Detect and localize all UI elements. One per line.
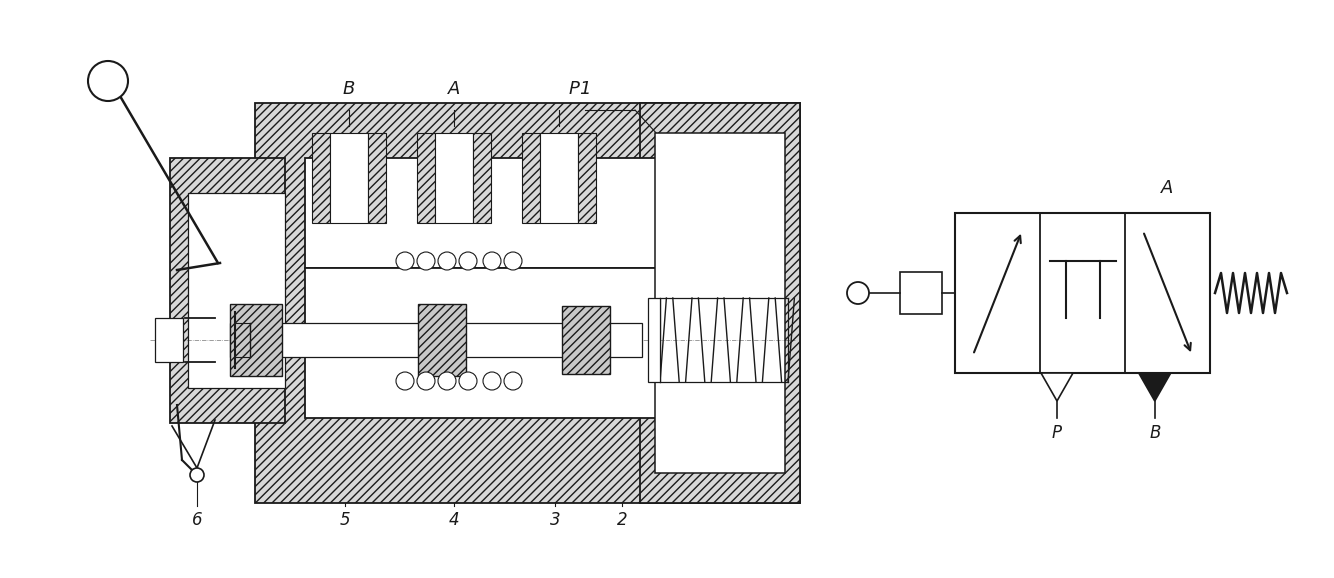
Bar xyxy=(368,133,386,223)
Bar xyxy=(229,323,642,357)
Bar xyxy=(312,133,329,223)
Circle shape xyxy=(418,252,435,270)
Bar xyxy=(522,133,540,223)
Bar xyxy=(562,306,610,374)
Bar xyxy=(900,272,942,314)
Text: A: A xyxy=(448,80,460,98)
Text: P: P xyxy=(1053,424,1062,442)
Text: A: A xyxy=(1162,179,1174,197)
Circle shape xyxy=(396,252,414,270)
Bar xyxy=(155,318,183,362)
Bar xyxy=(955,213,1210,373)
Circle shape xyxy=(483,252,502,270)
Bar xyxy=(188,193,285,388)
Circle shape xyxy=(438,372,456,390)
Circle shape xyxy=(483,372,502,390)
Text: B: B xyxy=(1149,424,1161,442)
Bar xyxy=(655,133,784,473)
Bar xyxy=(435,133,474,223)
Text: P: P xyxy=(568,80,579,98)
Text: 4: 4 xyxy=(448,511,459,529)
Bar xyxy=(229,304,281,376)
Circle shape xyxy=(418,372,435,390)
Bar xyxy=(329,133,368,223)
Polygon shape xyxy=(1041,373,1073,401)
Text: 2: 2 xyxy=(616,511,627,529)
Bar xyxy=(540,133,578,223)
Bar xyxy=(648,298,660,382)
Text: 6: 6 xyxy=(192,511,203,529)
Text: 5: 5 xyxy=(340,511,351,529)
Bar xyxy=(305,268,770,418)
Bar xyxy=(578,133,596,223)
Text: B: B xyxy=(343,80,355,98)
Circle shape xyxy=(847,282,868,304)
Bar xyxy=(305,158,770,268)
Text: 1: 1 xyxy=(579,80,591,98)
Circle shape xyxy=(189,468,204,482)
Circle shape xyxy=(396,372,414,390)
Circle shape xyxy=(459,252,478,270)
Bar xyxy=(418,133,435,223)
Bar xyxy=(474,133,491,223)
Circle shape xyxy=(459,372,478,390)
Bar xyxy=(418,304,466,376)
Bar xyxy=(640,103,800,503)
Circle shape xyxy=(88,61,128,101)
Text: 3: 3 xyxy=(550,511,560,529)
Circle shape xyxy=(504,252,522,270)
Bar xyxy=(255,103,800,503)
Circle shape xyxy=(504,372,522,390)
Circle shape xyxy=(438,252,456,270)
Polygon shape xyxy=(1139,373,1171,401)
Bar xyxy=(169,158,285,423)
